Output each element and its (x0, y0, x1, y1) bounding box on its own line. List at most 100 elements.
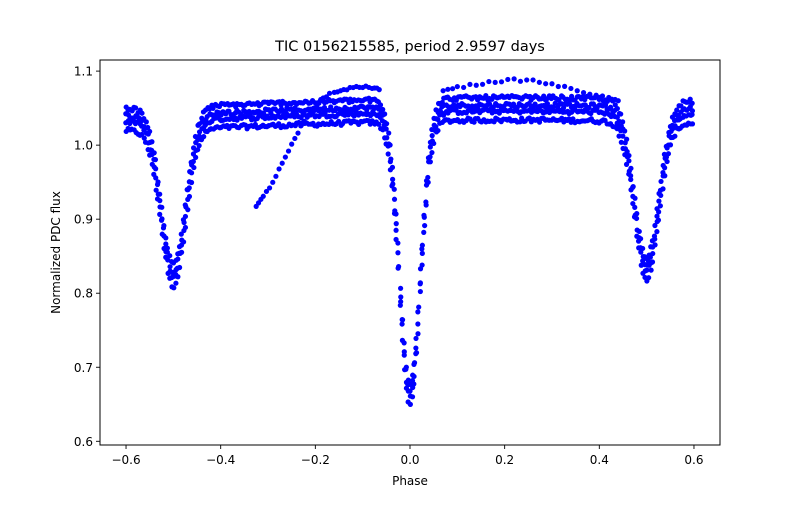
data-point (163, 235, 169, 241)
data-point (429, 126, 435, 133)
data-point (238, 111, 244, 117)
data-point (615, 98, 621, 104)
data-point (376, 87, 382, 93)
data-point (689, 121, 696, 127)
data-point (689, 108, 696, 114)
data-point (311, 105, 317, 111)
data-point (167, 253, 173, 259)
data-point (419, 246, 425, 252)
data-point (292, 135, 298, 142)
data-point (260, 110, 267, 116)
data-point (417, 288, 423, 295)
y-tick-label: 0.6 (74, 435, 93, 449)
data-point (415, 331, 421, 337)
data-point (524, 77, 530, 83)
data-point (486, 78, 492, 85)
data-point (390, 181, 396, 187)
y-tick-label: 0.8 (74, 287, 93, 301)
data-point (632, 195, 638, 201)
data-point (640, 245, 646, 252)
data-point (511, 76, 517, 82)
data-point (599, 93, 606, 99)
data-point (666, 129, 672, 136)
data-point (393, 221, 399, 227)
data-point (196, 143, 202, 149)
data-point (173, 257, 179, 263)
data-point (405, 377, 411, 383)
data-point (386, 130, 392, 136)
data-point (139, 110, 145, 116)
data-point (382, 111, 388, 117)
data-point (285, 148, 292, 154)
data-point (410, 372, 416, 378)
data-point (266, 185, 273, 191)
data-point (425, 155, 432, 161)
data-point (628, 173, 634, 179)
data-point (505, 76, 511, 83)
data-point (298, 123, 304, 129)
data-point (415, 309, 421, 315)
data-point (133, 105, 139, 111)
data-point (295, 130, 301, 136)
data-point (624, 149, 630, 155)
data-point (431, 115, 437, 121)
data-point (151, 150, 157, 156)
data-point (658, 178, 664, 185)
data-point (190, 151, 197, 157)
data-point (190, 145, 197, 151)
data-point (586, 104, 592, 111)
data-point (429, 133, 435, 139)
data-point (157, 211, 163, 217)
data-point (422, 222, 428, 229)
data-point (376, 106, 382, 112)
data-point (427, 144, 433, 150)
data-point (383, 126, 389, 132)
data-point (413, 345, 419, 351)
y-tick-label: 1.1 (74, 65, 93, 79)
data-point (445, 86, 451, 92)
data-points (123, 76, 696, 407)
data-point (674, 107, 680, 113)
data-point (323, 94, 329, 100)
data-point (649, 238, 655, 244)
data-point (407, 381, 413, 387)
data-point (153, 175, 159, 181)
data-point (556, 97, 562, 103)
data-point (276, 166, 282, 172)
data-point (179, 237, 185, 243)
data-point (164, 245, 170, 251)
data-point (440, 88, 446, 94)
x-axis-label: Phase (392, 474, 428, 488)
data-point (396, 263, 402, 270)
data-point (380, 106, 386, 113)
x-tick-label: 0.2 (495, 453, 514, 467)
data-point (423, 199, 429, 205)
data-point (398, 294, 404, 300)
data-point (593, 92, 599, 98)
data-point (656, 190, 662, 197)
data-point (391, 186, 397, 192)
data-point (632, 204, 638, 210)
data-point (401, 340, 407, 346)
data-point (574, 88, 580, 94)
data-point (173, 280, 179, 286)
data-point (411, 361, 417, 367)
data-point (185, 196, 191, 202)
data-point (398, 285, 404, 291)
x-tick-label: 0.6 (684, 453, 703, 467)
data-point (167, 264, 173, 270)
data-point (399, 321, 405, 327)
data-point (687, 96, 693, 102)
data-point (644, 267, 650, 273)
data-point (634, 211, 640, 217)
data-point (268, 110, 274, 116)
data-point (161, 223, 167, 229)
data-point (314, 102, 320, 108)
data-point (498, 79, 505, 85)
data-point (403, 364, 409, 370)
data-point (461, 84, 467, 91)
data-point (147, 128, 153, 135)
data-point (454, 83, 460, 90)
x-tick-label: 0.4 (590, 453, 609, 467)
